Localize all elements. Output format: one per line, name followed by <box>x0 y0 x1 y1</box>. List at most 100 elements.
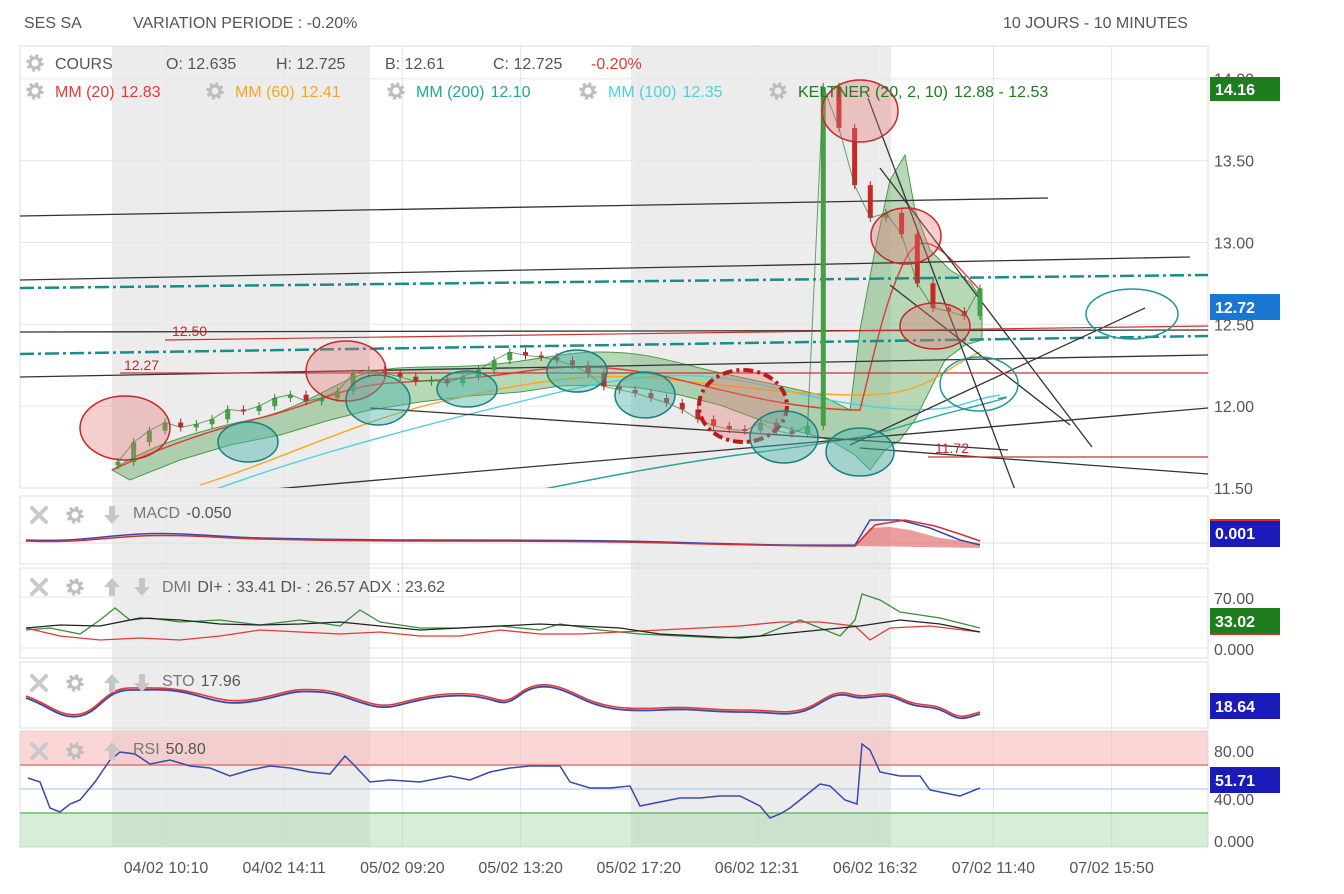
y-tick-label-5: 11.50 <box>1214 481 1253 498</box>
ma60-line <box>199 351 981 486</box>
candle-body-21 <box>444 379 450 384</box>
svg-text:0.001: 0.001 <box>1215 526 1255 543</box>
candle-body-19 <box>413 376 419 382</box>
rsi-badge: 51.71 <box>1210 767 1280 793</box>
ticker-name: SES SA <box>24 15 82 32</box>
ma200-line <box>217 374 1001 488</box>
macd-settings-gear-icon[interactable] <box>66 506 84 524</box>
candle-body-41 <box>758 422 764 431</box>
support-levels <box>120 325 1208 458</box>
timeframe-label[interactable]: 10 JOURS - 10 MINUTES <box>1003 15 1188 32</box>
open-value: O: 12.635 <box>166 56 236 73</box>
svg-text:12.72: 12.72 <box>1215 300 1255 317</box>
cours-settings-gear-icon[interactable] <box>26 54 44 72</box>
sto-settings-gear-icon[interactable] <box>66 674 84 692</box>
candle-body-42 <box>773 422 779 431</box>
sto-close-icon[interactable] <box>30 674 48 692</box>
candle-body-15 <box>350 373 356 392</box>
ma20-label: MM (20) 12.83 <box>55 84 161 101</box>
candle-body-55 <box>977 288 983 317</box>
level-label-middle: 12.27 <box>124 357 159 373</box>
svg-text:14.16: 14.16 <box>1215 82 1255 99</box>
dmi-settings-gear-icon[interactable] <box>66 578 84 596</box>
dmi-tick-70: 70.00 <box>1214 591 1254 608</box>
candle-body-10 <box>272 397 278 407</box>
red-ellipses <box>79 79 971 461</box>
session-shading <box>112 46 891 847</box>
candle-body-5 <box>193 424 199 428</box>
candle-body-53 <box>946 307 952 312</box>
variation-period: VARIATION PERIODE : -0.20% <box>133 15 358 32</box>
candle-body-26 <box>522 352 528 356</box>
candle-body-0 <box>115 461 121 466</box>
rsi-tick-0: 0.000 <box>1214 834 1254 851</box>
macd-label: MACD -0.050 <box>133 505 232 522</box>
candle-body-34 <box>648 393 654 398</box>
candle-body-51 <box>914 234 920 284</box>
svg-text:18.64: 18.64 <box>1215 699 1255 716</box>
candle-body-47 <box>852 127 858 186</box>
teal-ellipses <box>217 349 895 477</box>
x-tick-label-6: 06/02 16:32 <box>833 860 918 877</box>
close-series-line <box>117 86 981 463</box>
y-tick-label-2: 13.00 <box>1214 235 1254 252</box>
candle-body-8 <box>240 409 246 412</box>
change-value: -0.20% <box>591 56 642 73</box>
indicator-legend: MM (20) 12.83 MM (60) 12.41 MM (200) 12.10 … <box>26 82 1048 101</box>
dmi-label: DMI DI+ : 33.41 DI- : 26.57 ADX : 23.62 <box>162 579 445 596</box>
x-tick-label-1: 04/02 14:11 <box>243 860 326 877</box>
rsi-tick-40: 40.00 <box>1214 792 1254 809</box>
candle-body-43 <box>789 430 795 434</box>
candle-body-37 <box>695 409 701 420</box>
ohlc-legend: COURS O: 12.635 H: 12.725 B: 12.61 C: 12… <box>26 54 642 73</box>
rsi-panel <box>20 731 1208 847</box>
resistance-line-lower <box>20 334 1208 356</box>
high-value: H: 12.725 <box>276 56 345 73</box>
candle-body-2 <box>146 430 152 443</box>
candle-body-48 <box>867 185 873 218</box>
dmi-close-icon[interactable] <box>30 578 48 596</box>
level-label-lower: 11.72 <box>935 440 969 456</box>
candle-body-16 <box>366 370 372 374</box>
ma100-label: MM (100) 12.35 <box>608 84 723 101</box>
resistance-line-upper <box>20 273 1208 290</box>
ma20-line <box>111 242 981 471</box>
candle-body-32 <box>617 386 623 390</box>
candle-body-23 <box>475 370 481 377</box>
sto-panel <box>25 683 981 720</box>
candle-body-9 <box>256 406 262 412</box>
y-tick-label-3: 12.50 <box>1214 317 1254 334</box>
candle-body-7 <box>225 409 231 420</box>
ma200-label: MM (200) 12.10 <box>416 84 531 101</box>
dmi-tick-0: 0.000 <box>1214 642 1254 659</box>
sto-label: STO 17.96 <box>162 673 241 690</box>
candle-body-30 <box>585 365 591 374</box>
ma20-settings-gear-icon[interactable] <box>26 82 44 100</box>
dmi-panel <box>20 593 1208 649</box>
candle-body-1 <box>131 442 137 462</box>
x-tick-label-2: 05/02 09:20 <box>360 860 445 877</box>
candle-body-33 <box>632 389 638 394</box>
sto-badge: 18.64 <box>1210 693 1280 719</box>
macd-close-icon[interactable] <box>30 506 48 524</box>
candle-body-27 <box>538 355 544 358</box>
ma200-settings-gear-icon[interactable] <box>387 82 405 100</box>
macd-panel <box>20 519 1208 548</box>
y-tick-label-1: 13.50 <box>1214 154 1254 171</box>
candle-body-52 <box>930 283 936 308</box>
rsi-tick-80: 80.00 <box>1214 744 1254 761</box>
ma100-settings-gear-icon[interactable] <box>579 82 597 100</box>
cours-label: COURS <box>55 56 113 73</box>
price-badge-high: 14.16 <box>1210 77 1280 101</box>
chart-header: SES SA VARIATION PERIODE : -0.20% 10 JOU… <box>0 0 1344 46</box>
x-tick-label-0: 04/02 10:10 <box>124 860 209 877</box>
candle-body-11 <box>287 394 293 398</box>
horizontal-grid <box>20 78 1208 489</box>
candle-body-49 <box>883 212 889 218</box>
x-tick-label-8: 07/02 15:50 <box>1069 860 1154 877</box>
close-value: C: 12.725 <box>493 56 562 73</box>
candle-body-6 <box>209 419 215 425</box>
candle-body-25 <box>507 352 513 361</box>
teal-outline-ellipses <box>939 288 1179 412</box>
